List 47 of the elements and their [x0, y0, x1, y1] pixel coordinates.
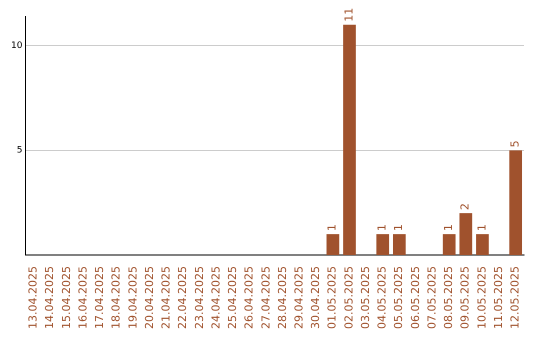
- x-tick-label: 23.04.2025: [192, 266, 206, 330]
- data-label: 1: [475, 224, 488, 232]
- data-label: 5: [508, 140, 522, 148]
- x-tick-label: 21.04.2025: [160, 266, 173, 330]
- x-tick-label: 09.05.2025: [458, 266, 472, 330]
- x-tick-label: 04.05.2025: [376, 266, 389, 330]
- x-tick-label: 26.04.2025: [242, 266, 256, 330]
- x-tick-label: 13.04.2025: [26, 266, 40, 330]
- bar: [459, 213, 472, 256]
- x-tick-label: 16.04.2025: [76, 266, 90, 330]
- x-tick-label: 03.05.2025: [358, 266, 372, 330]
- x-tick-label: 14.04.2025: [43, 266, 56, 330]
- x-tick-label: 10.05.2025: [475, 266, 488, 330]
- x-tick-label: 02.05.2025: [342, 266, 356, 330]
- data-label: 1: [326, 224, 339, 232]
- x-tick-label: 19.04.2025: [126, 266, 140, 330]
- bar: [392, 234, 406, 256]
- bar: [476, 234, 489, 256]
- data-label: 2: [458, 203, 472, 210]
- x-tick-label: 18.04.2025: [110, 266, 123, 330]
- bar: [509, 150, 522, 256]
- x-tick-label: 24.04.2025: [209, 266, 222, 330]
- x-tick-label: 29.04.2025: [292, 266, 306, 330]
- y-tick-label: 10: [11, 41, 23, 52]
- x-tick-label: 07.05.2025: [425, 266, 438, 330]
- x-tick-label: 11.05.2025: [492, 266, 505, 330]
- bar: [376, 234, 390, 256]
- x-tick-label: 15.04.2025: [60, 266, 73, 330]
- bar: [442, 234, 456, 256]
- x-tick-label: 12.05.2025: [508, 266, 522, 330]
- x-tick-label: 30.04.2025: [309, 266, 322, 330]
- x-tick-label: 17.04.2025: [93, 266, 106, 330]
- data-label: 1: [376, 224, 389, 232]
- bar: [343, 24, 356, 256]
- x-tick-label: 05.05.2025: [392, 266, 406, 330]
- bar: [326, 234, 340, 256]
- data-label: 1: [392, 224, 406, 232]
- x-tick-label: 08.05.2025: [442, 266, 456, 330]
- x-tick-label: 06.05.2025: [408, 266, 422, 330]
- x-tick-label: 20.04.2025: [142, 266, 156, 330]
- data-label: 1: [442, 224, 456, 232]
- x-tick-label: 28.04.2025: [276, 266, 289, 330]
- x-tick-label: 27.04.2025: [259, 266, 272, 330]
- x-tick-label: 22.04.2025: [176, 266, 190, 330]
- x-tick-label: 25.04.2025: [226, 266, 240, 330]
- x-tick-label: 01.05.2025: [326, 266, 339, 330]
- data-label: 11: [342, 8, 356, 22]
